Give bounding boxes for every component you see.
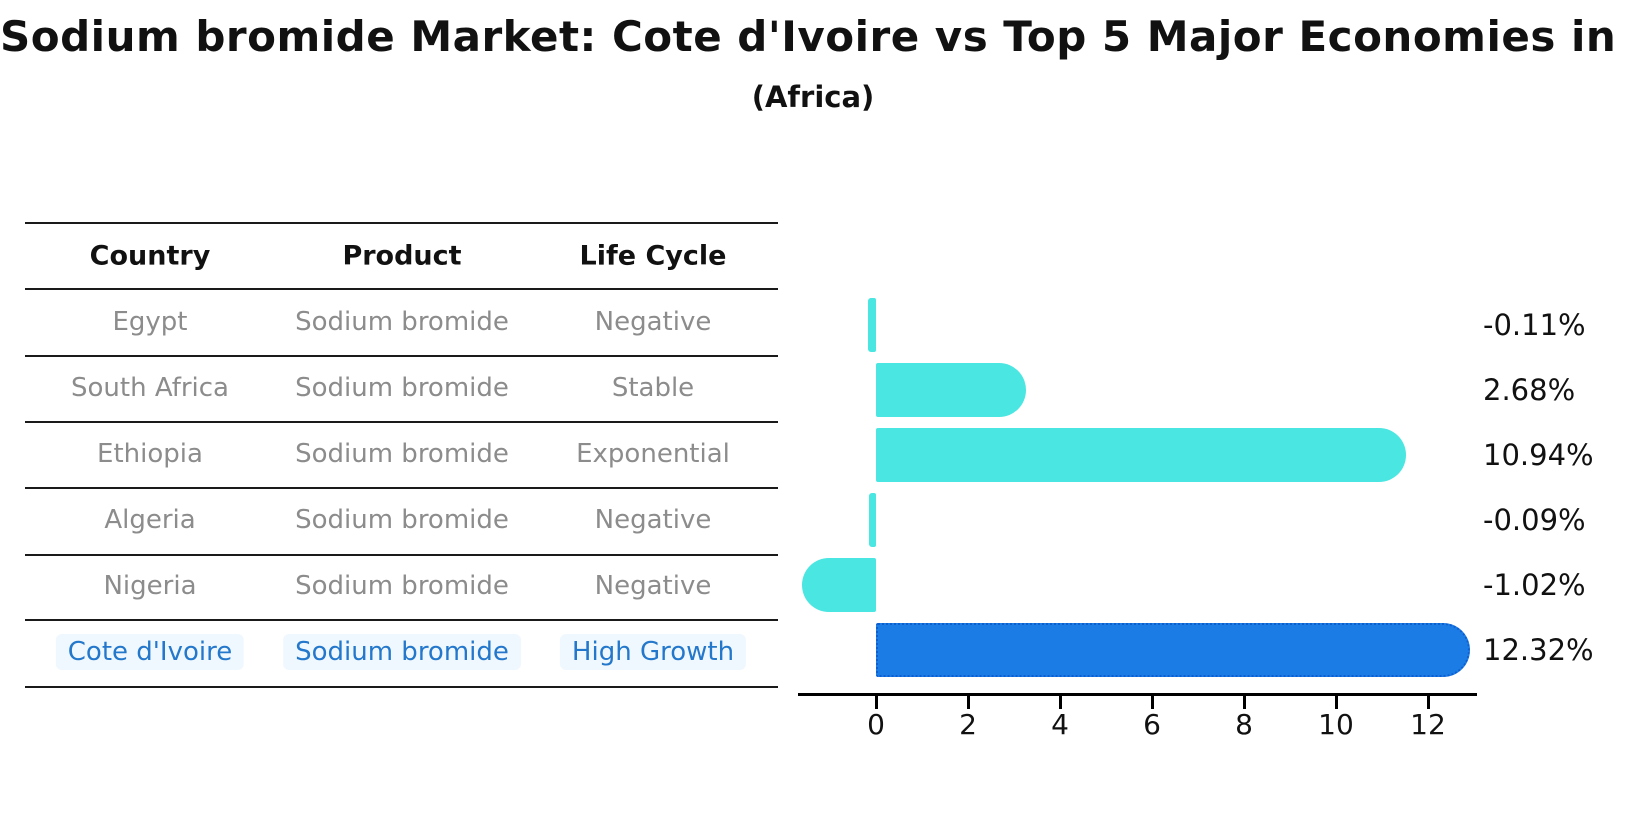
table-line (25, 222, 778, 224)
table-cell-product: Sodium bromide (295, 307, 509, 337)
table-cell-life-cycle: Negative (594, 307, 712, 337)
table-cell-life-cycle-highlighted: High Growth (559, 634, 747, 670)
value-label-ethiopia: 10.94% (1483, 438, 1594, 472)
table-line (25, 619, 778, 621)
x-axis-tick-label: 10 (1318, 708, 1354, 741)
table-cell-country: Ethiopia (97, 439, 203, 469)
column-header-country: Country (89, 240, 211, 272)
table-cell-life-cycle: Negative (594, 571, 712, 601)
table-cell-product: Sodium bromide (295, 439, 509, 469)
value-label-algeria: -0.09% (1483, 503, 1586, 537)
table-line (25, 421, 778, 423)
column-header-life-cycle: Life Cycle (579, 240, 727, 272)
table-line (25, 487, 778, 489)
table-cell-product-highlighted: Sodium bromide (283, 634, 521, 670)
x-axis-tick (1150, 696, 1154, 709)
bar-algeria (868, 493, 876, 547)
x-axis-tick (1426, 696, 1430, 709)
x-axis-tick (1058, 696, 1062, 709)
bar-cote-d-ivoire (876, 623, 1470, 677)
x-axis-tick (1334, 696, 1338, 709)
value-label-cote-d-ivoire: 12.32% (1483, 633, 1594, 667)
table-cell-life-cycle: Stable (611, 373, 695, 403)
x-axis-tick (966, 696, 970, 709)
table-line (25, 288, 778, 290)
x-axis-tick-label: 6 (1143, 708, 1161, 741)
table-cell-country: Egypt (112, 307, 188, 337)
chart-subtitle: (Africa) (751, 80, 875, 114)
bar-south-africa (876, 363, 1027, 417)
x-axis-tick-label: 12 (1410, 708, 1446, 741)
table-line (25, 554, 778, 556)
table-cell-country: South Africa (71, 373, 229, 403)
table-cell-country: Algeria (104, 505, 196, 535)
x-axis-tick (1242, 696, 1246, 709)
value-label-egypt: -0.11% (1483, 308, 1586, 342)
table-cell-country-highlighted: Cote d'Ivoire (55, 634, 245, 670)
bar-ethiopia (876, 428, 1407, 482)
value-label-nigeria: -1.02% (1483, 568, 1586, 602)
value-label-south-africa: 2.68% (1483, 373, 1576, 407)
bar-nigeria (802, 558, 876, 612)
chart-title: Sodium bromide Market: Cote d'Ivoire vs … (0, 12, 1626, 61)
x-axis-tick-label: 0 (867, 708, 885, 741)
bar-egypt (867, 298, 876, 352)
x-axis-tick-label: 8 (1235, 708, 1253, 741)
x-axis-tick-label: 4 (1051, 708, 1069, 741)
table-cell-life-cycle: Negative (594, 505, 712, 535)
column-header-product: Product (342, 240, 462, 272)
table-line (25, 355, 778, 357)
table-cell-life-cycle: Exponential (576, 439, 730, 469)
x-axis-tick-label: 2 (959, 708, 977, 741)
table-cell-product: Sodium bromide (295, 373, 509, 403)
table-cell-country: Nigeria (103, 571, 197, 601)
table-line (25, 686, 778, 688)
table-cell-product: Sodium bromide (295, 505, 509, 535)
x-axis-tick (874, 696, 878, 709)
x-axis-line (798, 693, 1477, 696)
table-cell-product: Sodium bromide (295, 571, 509, 601)
